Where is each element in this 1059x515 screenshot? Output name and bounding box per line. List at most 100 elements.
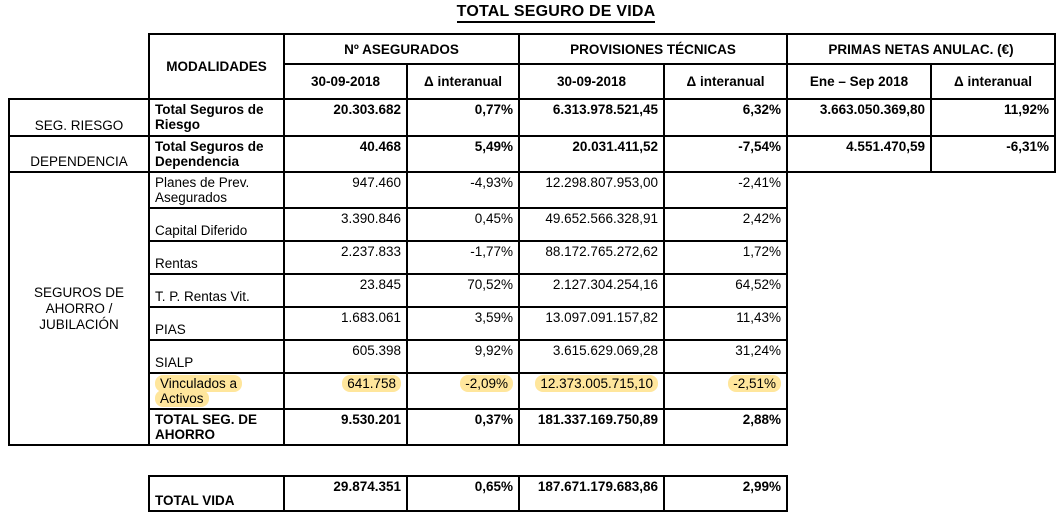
- cell-asegurados: 641.758: [283, 372, 408, 410]
- empty-cell: [931, 340, 1055, 373]
- subheader-provisiones-delta: Δ interanual: [663, 63, 788, 100]
- subheader-provisiones-date: 30-09-2018: [518, 63, 665, 100]
- cell-asegurados: 1.683.061: [283, 306, 408, 341]
- row-label: PIAS: [148, 306, 285, 341]
- empty-cell: [9, 476, 149, 511]
- cell-asegurados: 947.460: [283, 171, 408, 209]
- highlighted-text: Vinculados a Activos: [155, 375, 243, 407]
- highlighted-text: -2,51%: [728, 375, 781, 392]
- empty-cell: [787, 208, 931, 241]
- cell-provisiones: 12.298.807.953,00: [518, 171, 665, 209]
- empty-cell: [787, 409, 931, 445]
- cell-asegurados: 23.845: [283, 273, 408, 308]
- cell-provisiones: 181.337.169.750,89: [518, 408, 665, 446]
- cell-asegurados: 9.530.201: [283, 408, 408, 446]
- column-header-provisiones: PROVISIONES TÉCNICAS: [518, 33, 788, 65]
- cell-asegurados: 3.390.846: [283, 207, 408, 242]
- subheader-primas-delta: Δ interanual: [930, 63, 1056, 100]
- cell-provisiones-delta: -2,51%: [663, 372, 788, 410]
- empty-cell: [931, 409, 1055, 445]
- cell-provisiones: 88.172.765.272,62: [518, 240, 665, 275]
- table-row-sialp: SIALP 605.398 9,92% 3.615.629.069,28 31,…: [9, 339, 1055, 374]
- header-row-sub: 30-09-2018 Δ interanual 30-09-2018 Δ int…: [9, 63, 1056, 100]
- cell-primas: 4.551.470,59: [786, 135, 932, 173]
- header-row-groups: MODALIDADES Nº ASEGURADOS PROVISIONES TÉ…: [9, 33, 1056, 100]
- empty-cell: [931, 476, 1055, 511]
- cell-asegurados: 20.303.682: [283, 98, 408, 137]
- cell-provisiones: 49.652.566.328,91: [518, 207, 665, 242]
- table-row-vinculados-activos: Vinculados a Activos 641.758 -2,09% 12.3…: [9, 372, 1055, 410]
- table-row-riesgo: SEG. RIESGO Total Seguros de Riesgo 20.3…: [8, 98, 1056, 137]
- cell-provisiones-delta: 1,72%: [663, 240, 788, 275]
- table-row-planes-prev: SEGUROS DE AHORRO / JUBILACIÓN Planes de…: [8, 171, 1055, 446]
- row-label: Total Seguros de Dependencia: [148, 135, 285, 173]
- empty-cell: [787, 241, 931, 274]
- cell-primas-delta: 11,92%: [930, 98, 1056, 137]
- cell-provisiones-delta: 6,32%: [663, 98, 788, 137]
- row-label: Capital Diferido: [148, 207, 285, 242]
- group-label-ahorro: SEGUROS DE AHORRO / JUBILACIÓN: [8, 171, 150, 446]
- cell-asegurados-delta: 0,77%: [406, 98, 520, 137]
- empty-cell: [787, 476, 931, 511]
- empty-cell: [787, 307, 931, 340]
- cell-asegurados: 29.874.351: [283, 475, 408, 512]
- page-title: TOTAL SEGURO DE VIDA: [0, 3, 1059, 23]
- cell-provisiones: 2.127.304.254,16: [518, 273, 665, 308]
- cell-asegurados-delta: -4,93%: [406, 171, 520, 209]
- empty-cell: [931, 373, 1055, 409]
- column-header-primas: PRIMAS NETAS ANULAC. (€): [786, 33, 1056, 65]
- empty-cell: [931, 274, 1055, 307]
- table-row-dependencia: DEPENDENCIA Total Seguros de Dependencia…: [8, 135, 1056, 173]
- cell-asegurados-delta: 70,52%: [406, 273, 520, 308]
- cell-provisiones-delta: -7,54%: [663, 135, 788, 173]
- row-label: Rentas: [148, 240, 285, 275]
- empty-cell: [931, 241, 1055, 274]
- cell-asegurados-delta: 0,45%: [406, 207, 520, 242]
- group-label-riesgo: SEG. RIESGO: [8, 98, 150, 137]
- empty-cell: [931, 172, 1055, 208]
- cell-provisiones-delta: 64,52%: [663, 273, 788, 308]
- cell-primas: 3.663.050.369,80: [786, 98, 932, 137]
- subheader-asegurados-date: 30-09-2018: [283, 63, 408, 100]
- cell-provisiones: 20.031.411,52: [518, 135, 665, 173]
- empty-cell: [787, 172, 931, 208]
- row-label: T. P. Rentas Vit.: [148, 273, 285, 308]
- table-row-pias: PIAS 1.683.061 3,59% 13.097.091.157,82 1…: [9, 306, 1055, 341]
- cell-asegurados: 2.237.833: [283, 240, 408, 275]
- empty-cell: [787, 340, 931, 373]
- group-label-dependencia: DEPENDENCIA: [8, 135, 150, 173]
- cell-provisiones-delta: -2,41%: [663, 171, 788, 209]
- cell-primas-delta: -6,31%: [930, 135, 1056, 173]
- cell-asegurados: 605.398: [283, 339, 408, 374]
- cell-provisiones-delta: 2,99%: [663, 475, 788, 512]
- cell-asegurados-delta: 0,65%: [406, 475, 520, 512]
- table-row-total-vida: TOTAL VIDA 29.874.351 0,65% 187.671.179.…: [9, 475, 1055, 512]
- row-label: Vinculados a Activos: [148, 372, 285, 410]
- cell-provisiones-delta: 2,88%: [663, 408, 788, 446]
- cell-asegurados-delta: 9,92%: [406, 339, 520, 374]
- highlighted-text: -2,09%: [460, 375, 513, 392]
- cell-provisiones: 6.313.978.521,45: [518, 98, 665, 137]
- cell-provisiones: 13.097.091.157,82: [518, 306, 665, 341]
- empty-corner-cell: [9, 34, 149, 99]
- table-row-capital-diferido: Capital Diferido 3.390.846 0,45% 49.652.…: [9, 207, 1055, 242]
- life-insurance-table: MODALIDADES Nº ASEGURADOS PROVISIONES TÉ…: [8, 33, 1056, 512]
- cell-provisiones: 187.671.179.683,86: [518, 475, 665, 512]
- table-row-total-ahorro: TOTAL SEG. DE AHORRO 9.530.201 0,37% 181…: [9, 408, 1055, 446]
- highlighted-text: 12.373.005.715,10: [535, 375, 658, 392]
- column-header-asegurados: Nº ASEGURADOS: [283, 33, 520, 65]
- table-row-tp-rentas-vit: T. P. Rentas Vit. 23.845 70,52% 2.127.30…: [9, 273, 1055, 308]
- subheader-primas-period: Ene – Sep 2018: [786, 63, 932, 100]
- empty-cell: [931, 208, 1055, 241]
- cell-provisiones-delta: 2,42%: [663, 207, 788, 242]
- cell-provisiones: 12.373.005.715,10: [518, 372, 665, 410]
- table-row-rentas: Rentas 2.237.833 -1,77% 88.172.765.272,6…: [9, 240, 1055, 275]
- row-label: Planes de Prev. Asegurados: [148, 171, 285, 209]
- empty-cell: [931, 307, 1055, 340]
- empty-cell: [787, 373, 931, 409]
- page-title-text: TOTAL SEGURO DE VIDA: [456, 3, 656, 23]
- row-label: Total Seguros de Riesgo: [148, 98, 285, 137]
- row-label: TOTAL VIDA: [148, 475, 285, 512]
- row-label: TOTAL SEG. DE AHORRO: [148, 408, 285, 446]
